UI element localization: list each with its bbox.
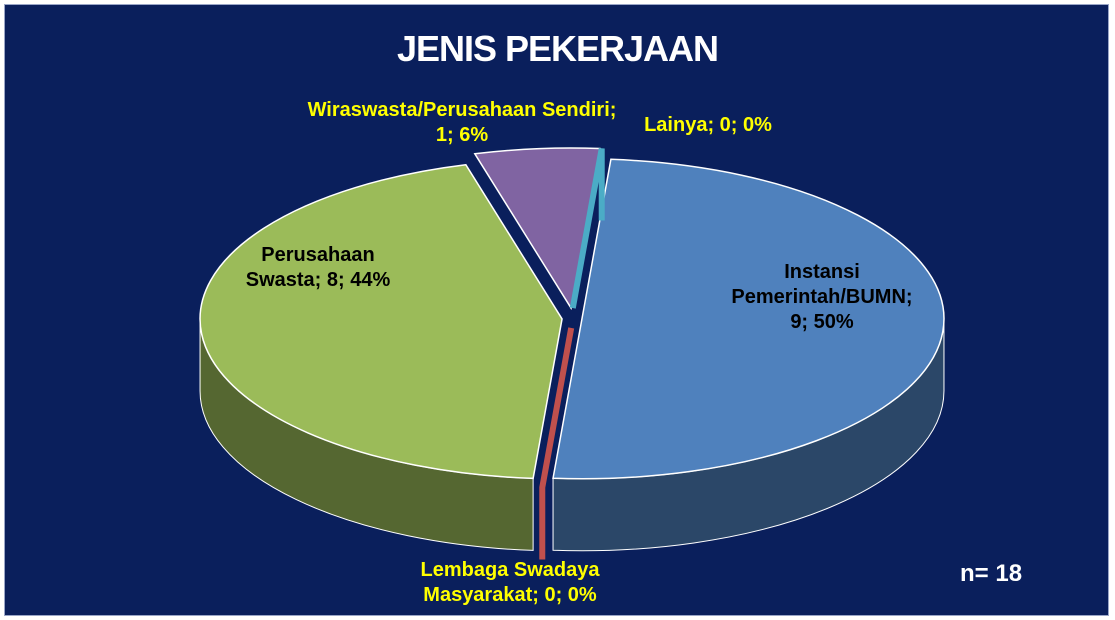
data-label: Perusahaan Swasta; 8; 44% [245, 244, 391, 291]
data-label: Instansi Pemerintah/BUMN; 9; 50% [731, 261, 913, 333]
slice [552, 158, 945, 480]
slice [569, 148, 605, 309]
data-label: Lembaga Swadaya Masyarakat; 0; 0% [420, 559, 600, 606]
slice [539, 327, 575, 560]
chart-title: JENIS PEKERJAAN [396, 28, 719, 69]
sample-size-note: n= 18 [960, 560, 1023, 587]
data-label: Lainya; 0; 0% [644, 114, 772, 136]
data-label: Wiraswasta/Perusahaan Sendiri; 1; 6% [307, 99, 617, 146]
slice [199, 163, 563, 480]
